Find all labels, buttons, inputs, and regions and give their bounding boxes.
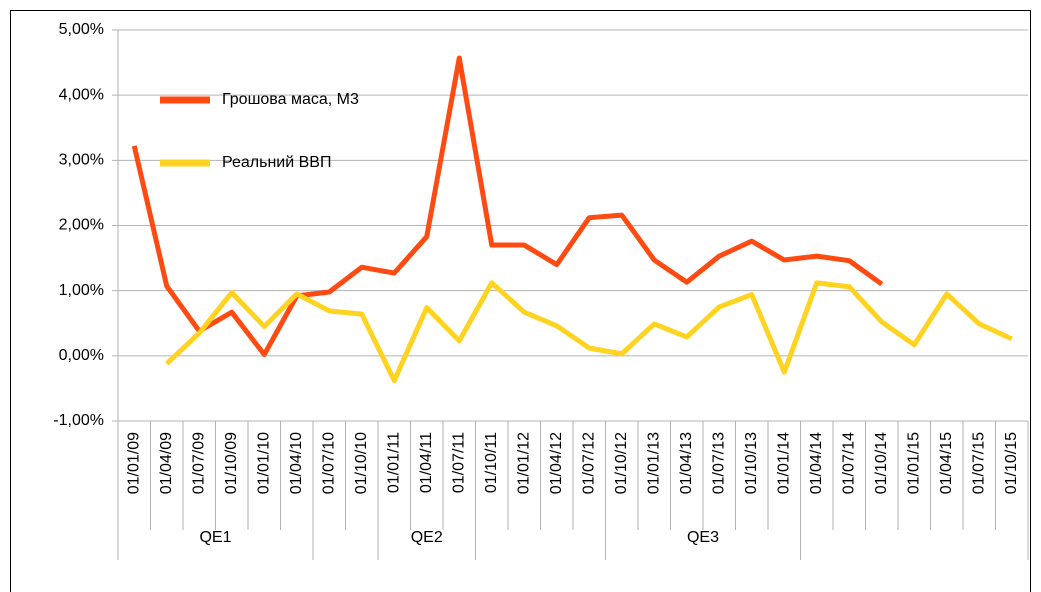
y-tick-label: 1,00% <box>59 282 104 299</box>
x-tick-label: 01/10/12 <box>613 432 630 494</box>
x-tick-label: 01/04/15 <box>938 432 955 494</box>
x-tick-label: 01/04/11 <box>418 432 435 493</box>
group-label: QE2 <box>411 529 443 546</box>
x-tick-label: 01/10/11 <box>483 432 500 493</box>
x-tick-label: 01/10/09 <box>223 432 240 494</box>
x-tick-label: 01/07/14 <box>840 432 857 494</box>
y-tick-label: 2,00% <box>59 217 104 234</box>
x-tick-label: 01/01/13 <box>645 432 662 494</box>
x-tick-label: 01/10/15 <box>1003 432 1020 494</box>
x-tick-label: 01/04/10 <box>288 432 305 494</box>
x-tick-label: 01/01/15 <box>905 432 922 494</box>
x-tick-label: 01/04/13 <box>678 432 695 494</box>
group-label: QE3 <box>687 529 719 546</box>
series-line <box>131 55 884 358</box>
x-tick-label: 01/07/11 <box>450 432 467 493</box>
frame <box>10 10 1031 592</box>
x-tick-label: 01/01/10 <box>255 432 272 494</box>
x-tick-label: 01/01/12 <box>515 432 532 494</box>
y-tick-label: 0,00% <box>59 347 104 364</box>
x-tick-label: 01/01/14 <box>775 432 792 494</box>
series-line <box>165 280 1013 384</box>
x-tick-label: 01/07/10 <box>320 432 337 494</box>
x-tick-label: 01/07/12 <box>580 432 597 494</box>
x-tick-label: 01/01/09 <box>125 432 142 494</box>
x-tick-label: 01/04/09 <box>158 432 175 494</box>
legend-label: Грошова маса, М3 <box>222 91 359 108</box>
y-tick-label: 3,00% <box>59 152 104 169</box>
x-tick-label: 01/10/13 <box>743 432 760 494</box>
y-tick-label: -1,00% <box>53 412 104 429</box>
legend-label: Реальний ВВП <box>222 154 331 171</box>
x-tick-label: 01/04/12 <box>548 432 565 494</box>
y-tick-label: 4,00% <box>59 86 104 103</box>
x-tick-label: 01/01/11 <box>385 432 402 493</box>
x-tick-label: 01/07/13 <box>710 432 727 494</box>
group-label: QE1 <box>199 529 231 546</box>
x-tick-label: 01/04/14 <box>808 432 825 494</box>
y-tick-label: 5,00% <box>59 21 104 38</box>
x-tick-label: 01/07/15 <box>970 432 987 494</box>
x-tick-label: 01/10/10 <box>353 432 370 494</box>
x-tick-label: 01/07/09 <box>190 432 207 494</box>
x-tick-label: 01/10/14 <box>873 432 890 494</box>
